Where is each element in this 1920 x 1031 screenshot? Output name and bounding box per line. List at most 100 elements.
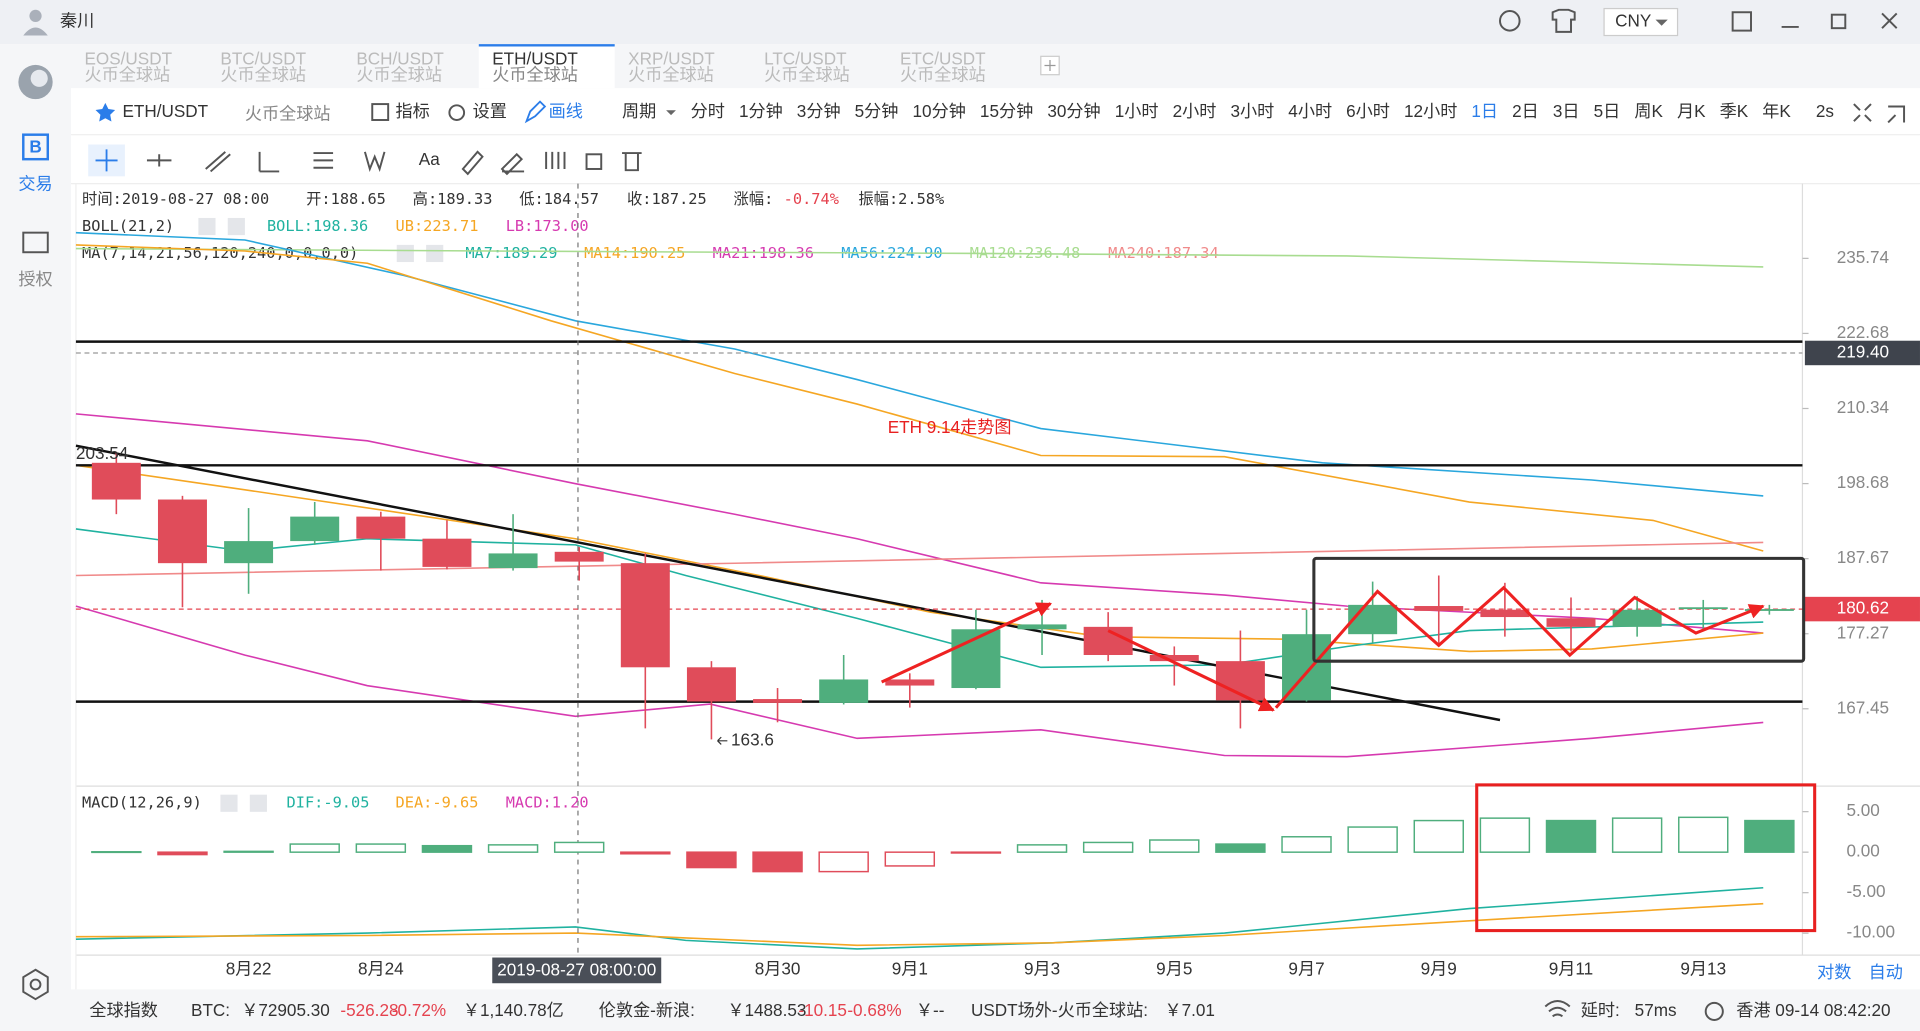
trade-icon[interactable]: [22, 133, 49, 161]
layout-icon[interactable]: [1731, 11, 1752, 32]
auth-icon[interactable]: [22, 231, 49, 254]
tab-pair[interactable]: ETH/USDT: [492, 49, 578, 69]
indicator-settings[interactable]: [198, 217, 216, 236]
wave-tool[interactable]: [363, 151, 386, 173]
interval[interactable]: 分时: [691, 101, 725, 121]
toolbar-button[interactable]: 指标: [396, 101, 430, 121]
interval[interactable]: 6小时: [1346, 101, 1390, 121]
interval[interactable]: 12小时: [1404, 101, 1457, 121]
interval[interactable]: 周K: [1634, 101, 1663, 121]
macd-bar: [1149, 839, 1200, 853]
indicator-close[interactable]: [249, 794, 267, 812]
line-tool[interactable]: [146, 154, 172, 167]
delete-tool[interactable]: [622, 152, 642, 172]
fib-tool[interactable]: [313, 152, 334, 169]
fullscreen-icon[interactable]: [1853, 103, 1872, 122]
boll-value: BOLL:198.36: [267, 217, 368, 235]
toolbar-button[interactable]: 画线: [549, 101, 583, 121]
caret: [1655, 19, 1668, 26]
interval[interactable]: 1分钟: [739, 101, 783, 121]
toolbar-button[interactable]: 设置: [473, 101, 507, 121]
angle-tool[interactable]: [258, 151, 280, 173]
x-tick-label: 9月5: [1156, 958, 1192, 978]
status-text: 香港 09-14 08:42:20: [1736, 1000, 1890, 1020]
interval[interactable]: 10分钟: [913, 101, 966, 121]
erase-tool[interactable]: [461, 150, 484, 176]
wifi-icon: [1544, 1000, 1571, 1018]
settings-icon[interactable]: [22, 968, 49, 1001]
x-tick-label: 8月24: [358, 958, 404, 978]
tab-pair[interactable]: ETC/USDT: [900, 49, 986, 69]
y-tick-label: 235.74: [1837, 247, 1890, 267]
indicator-settings[interactable]: [220, 794, 238, 812]
symbol-exchange: 火币全球站: [245, 104, 331, 124]
refresh-rate[interactable]: 2s: [1816, 101, 1834, 121]
title-bar: [0, 0, 1920, 45]
y-tick-label: 210.34: [1837, 397, 1890, 417]
candle-body: [422, 538, 472, 567]
status-text: -526.28: [340, 1000, 398, 1020]
status-text: 57ms: [1635, 1000, 1677, 1020]
sidebar-item[interactable]: 交易: [18, 173, 52, 193]
zigzag-arrow: [1274, 585, 1765, 709]
macd-value: DIF:-9.05: [287, 794, 370, 812]
macd-bar: [1082, 841, 1134, 853]
macd-bar: [487, 844, 539, 853]
tab-pair[interactable]: BCH/USDT: [356, 49, 444, 69]
axis-mode[interactable]: 自动: [1869, 962, 1903, 982]
indicator-close[interactable]: [227, 217, 245, 236]
currency-label: CNY: [1615, 11, 1652, 31]
interval[interactable]: 15分钟: [980, 101, 1033, 121]
measure-tool[interactable]: [545, 151, 566, 169]
interval[interactable]: 30分钟: [1047, 101, 1100, 121]
axis-mode[interactable]: 对数: [1817, 962, 1851, 982]
text-tool[interactable]: Aa: [419, 149, 440, 169]
interval[interactable]: 季K: [1720, 101, 1749, 121]
interval[interactable]: 3日: [1553, 101, 1580, 121]
channel-tool[interactable]: [205, 151, 231, 173]
close-icon[interactable]: [1881, 12, 1898, 29]
search-icon[interactable]: [1499, 10, 1521, 32]
tab-exchange: 火币全球站: [492, 64, 578, 84]
interval[interactable]: 3小时: [1230, 101, 1274, 121]
tab-pair[interactable]: EOS/USDT: [85, 49, 173, 69]
crosshair-date: 2019-08-27 08:00:00: [497, 960, 656, 980]
status-text: -0.72%: [392, 1000, 446, 1020]
indicator-settings[interactable]: [396, 244, 414, 263]
skin-icon[interactable]: [1551, 8, 1576, 33]
symbol: ETH/USDT: [122, 101, 208, 121]
interval[interactable]: 1日: [1471, 101, 1498, 121]
interval[interactable]: 月K: [1677, 101, 1706, 121]
macd-bar: [355, 843, 407, 853]
interval[interactable]: 2小时: [1173, 101, 1217, 121]
interval[interactable]: 3分钟: [797, 101, 841, 121]
info-change: -0.74%: [784, 190, 839, 208]
price-tag: [1804, 596, 1920, 622]
favorite-star[interactable]: [95, 102, 116, 122]
interval[interactable]: 1小时: [1115, 101, 1159, 121]
tab-pair[interactable]: BTC/USDT: [220, 49, 306, 69]
brush-tool[interactable]: [500, 152, 525, 176]
restore-icon[interactable]: [1830, 13, 1847, 30]
macd-bar: [818, 851, 869, 873]
sidebar-item[interactable]: 授权: [18, 269, 52, 289]
y-tick-label: -10.00: [1847, 922, 1896, 942]
x-tick-label: 9月9: [1421, 958, 1457, 978]
ma-value: MA120:236.48: [970, 244, 1081, 262]
dif-line: [75, 886, 1764, 950]
candle-body: [1348, 604, 1398, 635]
interval[interactable]: 年K: [1762, 101, 1791, 121]
y-tick-label: 0.00: [1847, 841, 1880, 861]
interval[interactable]: 5日: [1594, 101, 1621, 121]
interval[interactable]: 4小时: [1288, 101, 1332, 121]
tab-pair[interactable]: XRP/USDT: [628, 49, 715, 69]
period-label[interactable]: 周期: [622, 101, 656, 121]
popout-icon[interactable]: [1887, 105, 1906, 124]
lock-tool[interactable]: [585, 153, 603, 170]
boll-name: BOLL(21,2): [82, 217, 174, 235]
interval[interactable]: 2日: [1512, 101, 1539, 121]
tab-pair[interactable]: LTC/USDT: [764, 49, 847, 69]
ma-value: MA240:187.34: [1108, 244, 1219, 262]
interval[interactable]: 5分钟: [855, 101, 899, 121]
indicator-close[interactable]: [426, 244, 444, 263]
